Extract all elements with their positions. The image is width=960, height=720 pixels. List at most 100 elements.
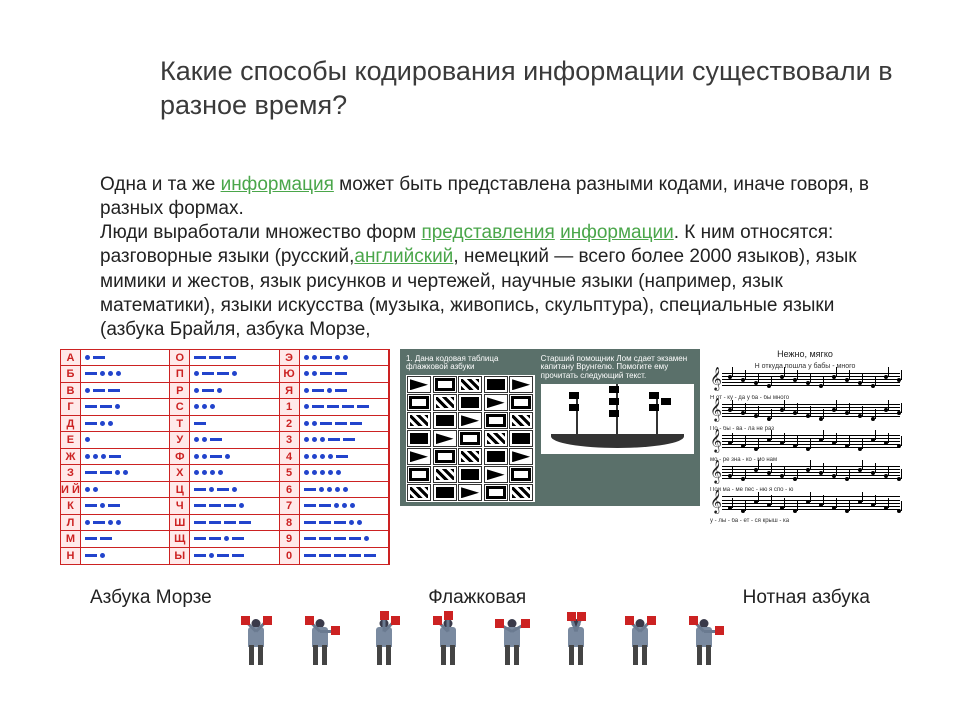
flag-cell [433,484,457,501]
music-staff: 𝄞 [710,466,900,482]
morse-letter: 1 [280,399,300,415]
morse-letter: Ч [170,498,190,514]
table-row: ЗХ5 [61,465,389,482]
flag-cell [484,448,508,465]
morse-code [300,432,389,448]
morse-code [81,350,170,366]
flag-cell [407,466,431,483]
flag-cell [458,394,482,411]
flag-ship-title: Старший помощник Лом сдает экзамен капит… [541,355,694,381]
flag-cell [458,466,482,483]
semaphore-figure [299,617,341,669]
morse-letter: 0 [280,548,300,565]
morse-letter: К [61,498,81,514]
flag-cell [433,376,457,393]
morse-code [81,366,170,382]
morse-code [190,482,279,498]
morse-code [190,515,279,531]
flag-cell [433,466,457,483]
morse-letter: У [170,432,190,448]
table-row: МЩ9 [61,531,389,548]
morse-code [190,399,279,415]
treble-clef-icon: 𝄞 [710,431,722,451]
treble-clef-icon: 𝄞 [710,462,722,482]
morse-code [300,498,389,514]
music-staff: 𝄞 [710,404,900,420]
semaphore-figure [235,617,277,669]
flag-cell [433,448,457,465]
morse-code [300,531,389,547]
semaphore-figure [683,617,725,669]
morse-code [190,498,279,514]
link-information-2[interactable]: информации [560,222,674,243]
morse-code [81,548,170,565]
morse-code [190,548,279,565]
semaphore-figure [363,617,405,669]
morse-letter: Щ [170,531,190,547]
morse-letter: 5 [280,465,300,481]
morse-letter: 3 [280,432,300,448]
morse-letter: Л [61,515,81,531]
flag-alphabet-panel: 1. Дана кодовая таблица флажковой азбуки… [400,349,700,507]
morse-letter: Е [61,432,81,448]
flag-cell [509,412,533,429]
slide-title: Какие способы кодирования информации сущ… [160,55,900,123]
semaphore-figure [427,617,469,669]
morse-code [300,416,389,432]
morse-code [81,383,170,399]
flag-cell [407,448,431,465]
flag-cell [484,376,508,393]
music-staff: 𝄞 [710,496,900,512]
music-subtitle: Н откуда пошла у бабы - много [710,363,900,370]
table-row: ГС1 [61,399,389,416]
morse-code [81,498,170,514]
ship-illustration [541,384,694,454]
morse-letter: И Й [61,482,81,498]
morse-code [300,449,389,465]
music-lyric: По - бы - ва - ла не раз [710,426,900,432]
morse-code [190,449,279,465]
morse-code [190,366,279,382]
morse-code [190,350,279,366]
morse-code [81,465,170,481]
morse-code [300,548,389,565]
link-english[interactable]: английский [354,246,453,267]
morse-letter: Д [61,416,81,432]
morse-code [190,432,279,448]
flag-cell [484,430,508,447]
link-information-1[interactable]: информация [221,174,334,195]
table-row: ЛШ8 [61,515,389,532]
caption-flags: Флажковая [428,587,526,609]
morse-letter: М [61,531,81,547]
caption-music: Нотная азбука [743,587,870,609]
link-representation[interactable]: представления [421,222,554,243]
morse-letter: Р [170,383,190,399]
morse-code [190,416,279,432]
morse-letter: Ж [61,449,81,465]
morse-code [81,515,170,531]
treble-clef-icon: 𝄞 [710,369,722,389]
flag-cell [484,484,508,501]
morse-code [190,531,279,547]
morse-letter: З [61,465,81,481]
morse-letter: С [170,399,190,415]
music-staff: 𝄞 [710,435,900,451]
flag-cell [458,430,482,447]
flag-cell [509,394,533,411]
morse-letter: 4 [280,449,300,465]
morse-letter: 7 [280,498,300,514]
morse-code [300,465,389,481]
sheet-music-panel: Нежно, мягко Н откуда пошла у бабы - мно… [710,349,900,528]
semaphore-figure [555,617,597,669]
flag-cell [407,376,431,393]
caption-row: Азбука Морзе Флажковая Нотная азбука [60,587,900,609]
morse-code [81,399,170,415]
morse-letter: Э [280,350,300,366]
semaphore-figure [491,617,533,669]
flag-cell [433,412,457,429]
flag-cell [407,412,431,429]
flag-cell [458,484,482,501]
text: Люди выработали множество форм [100,222,421,243]
morse-code [300,399,389,415]
morse-letter: В [61,383,81,399]
